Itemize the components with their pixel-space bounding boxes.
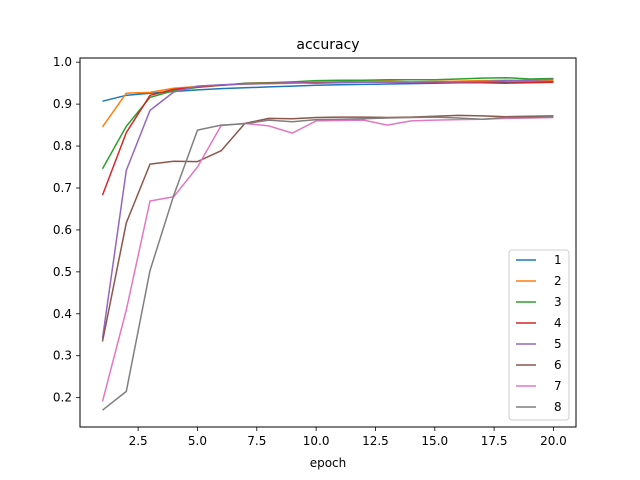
legend-label-4: 4	[554, 316, 562, 330]
legend-label-8: 8	[554, 400, 562, 414]
series-line-5	[101, 78, 554, 339]
plot-frame	[79, 57, 577, 428]
y-tick-label: 1.0	[53, 55, 72, 69]
series-line-8	[102, 115, 554, 411]
y-tick-label: 0.2	[53, 391, 72, 405]
x-tick-label: 10.0	[303, 434, 330, 448]
series-line-6	[101, 114, 554, 342]
legend-label-2: 2	[554, 274, 562, 288]
legend: 1 2 3 4 5 6 7 8	[508, 249, 570, 421]
legend-label-1: 1	[554, 253, 562, 267]
y-tick-label: 0.3	[53, 349, 72, 363]
y-axis: 0.2 0.3 0.4 0.5 0.6 0.7 0.8 0.9 1.0	[53, 55, 80, 405]
legend-label-7: 7	[554, 379, 562, 393]
chart-title: accuracy	[296, 37, 359, 53]
series-lines	[101, 76, 554, 411]
x-tick-label: 17.5	[481, 434, 508, 448]
legend-box	[508, 249, 570, 421]
x-axis: 2.5 5.0 7.5 10.0 12.5 15.0 17.5 20.0	[129, 427, 567, 448]
series-line-4	[101, 81, 554, 196]
x-tick-label: 20.0	[540, 434, 567, 448]
x-tick-label: 5.0	[188, 434, 207, 448]
series-line-7	[101, 116, 554, 402]
series-line-3	[101, 76, 554, 170]
legend-label-3: 3	[554, 295, 562, 309]
y-tick-label: 0.4	[53, 307, 72, 321]
legend-label-5: 5	[554, 337, 562, 351]
x-axis-label: epoch	[310, 456, 347, 470]
y-tick-label: 0.5	[53, 265, 72, 279]
x-tick-label: 15.0	[421, 434, 448, 448]
x-tick-label: 12.5	[362, 434, 389, 448]
y-tick-label: 0.7	[53, 181, 72, 195]
y-tick-label: 0.9	[53, 97, 72, 111]
legend-label-6: 6	[554, 358, 562, 372]
y-tick-label: 0.8	[53, 139, 72, 153]
x-tick-label: 2.5	[129, 434, 148, 448]
y-tick-label: 0.6	[53, 223, 72, 237]
x-tick-label: 7.5	[247, 434, 266, 448]
